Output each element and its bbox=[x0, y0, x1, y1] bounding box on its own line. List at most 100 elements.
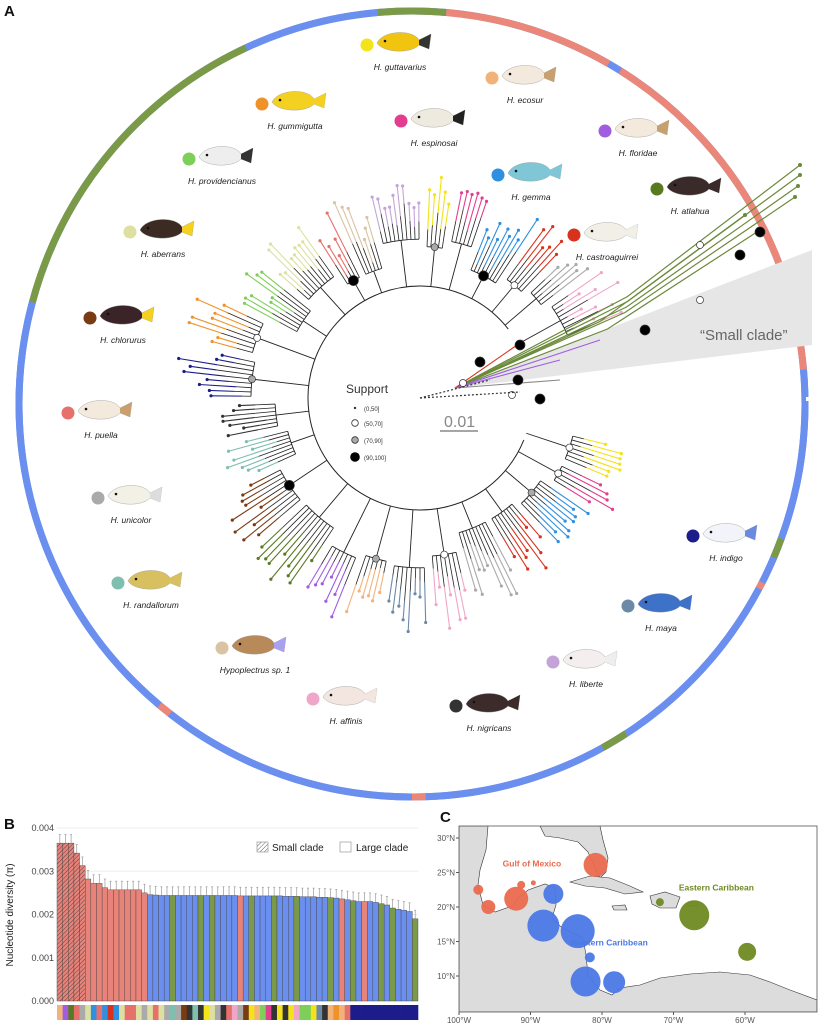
sampling-site bbox=[543, 884, 563, 904]
tree-tip bbox=[253, 523, 256, 526]
tree-branch bbox=[265, 490, 293, 510]
tree-branch bbox=[495, 517, 513, 545]
tree-branch bbox=[552, 296, 568, 307]
species-strip-cell bbox=[288, 1005, 294, 1020]
species-entry: H. ecosur bbox=[486, 65, 557, 105]
species-strip-cell bbox=[294, 1005, 300, 1020]
tree-branch bbox=[400, 216, 403, 240]
region-ring bbox=[19, 11, 820, 797]
tree-tip-branch bbox=[433, 569, 436, 605]
tree-tip-branch bbox=[385, 208, 388, 226]
fish-eye-icon bbox=[622, 126, 625, 129]
tree-branch bbox=[449, 244, 461, 290]
bar bbox=[232, 895, 238, 1001]
tree-tip-branch bbox=[461, 573, 465, 590]
tree-tip bbox=[234, 530, 237, 533]
tree-tip-branch bbox=[445, 204, 448, 226]
species-strip-cell bbox=[249, 1005, 255, 1020]
bar bbox=[379, 904, 385, 1001]
region-label: Western Caribbean bbox=[570, 938, 647, 948]
fish-eye-icon bbox=[330, 694, 333, 697]
tree-tip-branch bbox=[223, 415, 241, 417]
tree-branch bbox=[541, 295, 553, 304]
tree-tip bbox=[213, 312, 216, 315]
support-legend: Support (0,50] (50,70] (70,90] (90,100] bbox=[346, 382, 389, 462]
tree-tip bbox=[247, 469, 250, 472]
ring-segment-western bbox=[804, 404, 805, 425]
species-strip-cell bbox=[68, 1005, 74, 1020]
species-strip-cell bbox=[215, 1005, 221, 1020]
tree-tip bbox=[241, 500, 244, 503]
lon-tick-label: 60°W bbox=[735, 1016, 755, 1024]
tree-tip bbox=[383, 207, 386, 210]
tree-tip-branch bbox=[559, 271, 576, 285]
tree-tip bbox=[365, 216, 368, 219]
tree-branch bbox=[229, 381, 252, 383]
tree-branch bbox=[363, 248, 372, 271]
support-node bbox=[460, 380, 467, 387]
tree-tip-branch bbox=[581, 447, 621, 459]
ring-segment-western bbox=[426, 773, 547, 796]
species-color-dot bbox=[568, 229, 581, 242]
tree-branch bbox=[518, 452, 558, 474]
sampling-site bbox=[585, 952, 595, 962]
tree-tip-branch bbox=[478, 230, 487, 252]
tree-tip bbox=[371, 599, 374, 602]
tree-tip bbox=[260, 271, 263, 274]
tree-tip-branch bbox=[528, 227, 553, 259]
tree-branch bbox=[442, 226, 445, 248]
tree-tip bbox=[447, 203, 450, 206]
tree-tip bbox=[283, 553, 286, 556]
tree-tip bbox=[288, 581, 291, 584]
bar bbox=[209, 895, 215, 1001]
species-color-strip bbox=[57, 1005, 418, 1020]
tree-tip-branch bbox=[234, 409, 256, 410]
tree-tip-branch bbox=[335, 571, 345, 595]
ring-base bbox=[19, 11, 805, 797]
tree-tip bbox=[287, 564, 290, 567]
species-strip-cell bbox=[350, 1005, 356, 1020]
tree-tip bbox=[483, 568, 486, 571]
species-color-dot bbox=[124, 226, 137, 239]
tree-branch bbox=[295, 513, 315, 534]
ring-segment-gulf bbox=[759, 582, 762, 588]
tree-branch bbox=[265, 470, 281, 478]
small-clade-label: “Small clade” bbox=[700, 327, 788, 344]
sampling-site bbox=[584, 853, 608, 877]
tree-tip bbox=[364, 227, 367, 230]
fish-tail-icon bbox=[274, 637, 286, 652]
tree-tip bbox=[338, 254, 341, 257]
tree-tip bbox=[796, 184, 800, 188]
ring-segment-eastern bbox=[603, 734, 627, 748]
tree-tip-branch bbox=[409, 203, 410, 220]
tree-tip bbox=[232, 409, 235, 412]
tree-branch bbox=[321, 546, 332, 564]
tree-tip bbox=[196, 298, 199, 301]
species-strip-cell bbox=[192, 1005, 198, 1020]
tree-tip-branch bbox=[460, 590, 466, 618]
tree-tip-branch bbox=[192, 317, 226, 329]
region-label: Eastern Caribbean bbox=[679, 882, 754, 892]
species-entry: H. chlorurus bbox=[84, 305, 155, 345]
tree-tip bbox=[232, 458, 235, 461]
tree-tip bbox=[526, 567, 529, 570]
bar-hatch bbox=[63, 843, 69, 1001]
ring-segment-western bbox=[246, 12, 378, 47]
tree-tip bbox=[536, 218, 539, 221]
bar bbox=[204, 895, 210, 1001]
chart-legend: Small clade Large clade bbox=[257, 842, 409, 854]
tree-tip bbox=[341, 206, 344, 209]
tree-tip bbox=[223, 304, 226, 307]
tree-branch bbox=[284, 290, 311, 311]
tree-tip bbox=[417, 201, 420, 204]
species-name: H. indigo bbox=[709, 553, 743, 563]
tree-tip-branch bbox=[522, 515, 541, 537]
tree-tip-branch bbox=[553, 269, 587, 296]
lat-tick-label: 20°N bbox=[437, 903, 455, 912]
legend-label-large-clade: Large clade bbox=[356, 843, 409, 854]
tree-tip-branch bbox=[448, 576, 451, 595]
fish-eye-icon bbox=[147, 227, 150, 230]
tree-branch bbox=[320, 287, 345, 314]
tree-tip-branch bbox=[228, 430, 258, 436]
lon-tick-label: 70°W bbox=[664, 1016, 684, 1024]
